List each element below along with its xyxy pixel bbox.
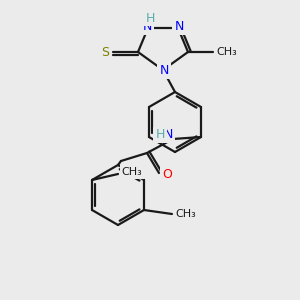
Text: S: S: [101, 46, 109, 59]
Text: H: H: [155, 128, 165, 142]
Text: CH₃: CH₃: [217, 47, 237, 57]
Text: N: N: [163, 128, 173, 142]
Text: N: N: [159, 64, 169, 77]
Text: N: N: [174, 20, 184, 34]
Text: N: N: [142, 20, 152, 34]
Text: CH₃: CH₃: [122, 167, 142, 177]
Text: CH₃: CH₃: [176, 209, 197, 219]
Text: H: H: [145, 11, 155, 25]
Text: O: O: [162, 169, 172, 182]
